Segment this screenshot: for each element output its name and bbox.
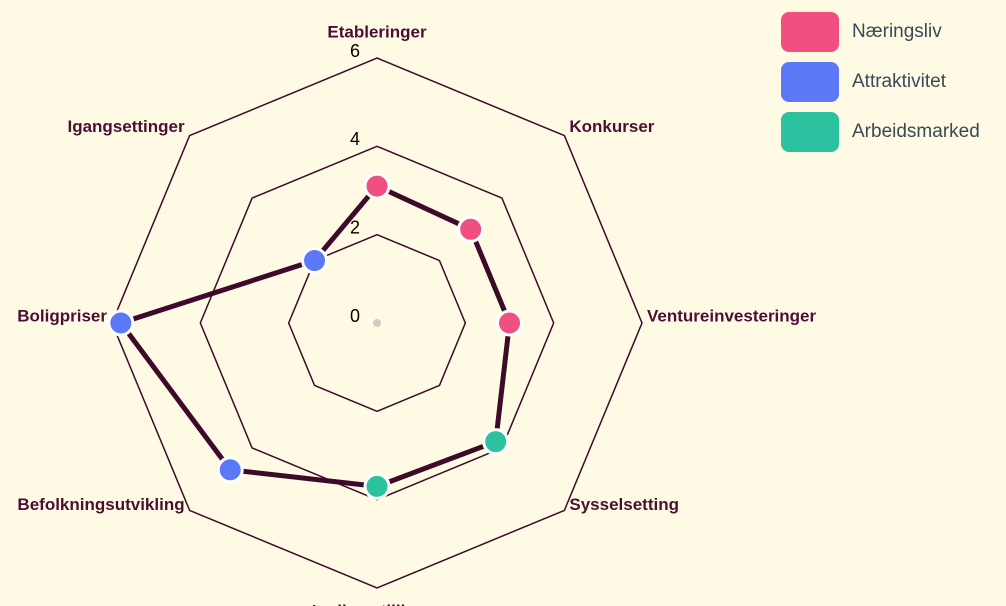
category-label: Konkurser: [569, 117, 654, 136]
category-label: Ventureinvesteringer: [647, 306, 817, 325]
legend-label: Næringsliv: [852, 21, 942, 42]
legend-swatch: [781, 112, 839, 152]
data-point: [301, 247, 329, 275]
radar-line: [118, 183, 512, 489]
category-label: Igangsettinger: [67, 117, 185, 136]
legend-swatch: [781, 62, 839, 102]
category-label: Sysselsetting: [569, 495, 679, 514]
legend-label: Arbeidsmarked: [852, 121, 980, 142]
data-point: [216, 456, 244, 484]
r-tick-label: 6: [350, 41, 360, 61]
data-point: [457, 215, 485, 243]
data-point: [363, 172, 391, 200]
legend-label: Attraktivitet: [852, 71, 947, 92]
category-label: Boligpriser: [17, 306, 107, 325]
r-tick-label: 0: [350, 306, 360, 326]
category-label: Befolkningsutvikling: [17, 495, 184, 514]
r-tick-label: 2: [350, 217, 360, 237]
grid-ring: [287, 233, 467, 413]
category-label: Etableringer: [327, 22, 427, 41]
data-point: [496, 309, 523, 337]
category-label: Ledige stillinger: [312, 601, 443, 606]
center-dot: [373, 319, 381, 327]
r-tick-label: 4: [350, 129, 360, 149]
data-point: [363, 472, 391, 500]
data-point: [107, 309, 135, 337]
legend-swatch: [781, 12, 839, 52]
grid-ring: [111, 57, 643, 589]
data-point: [482, 428, 510, 456]
